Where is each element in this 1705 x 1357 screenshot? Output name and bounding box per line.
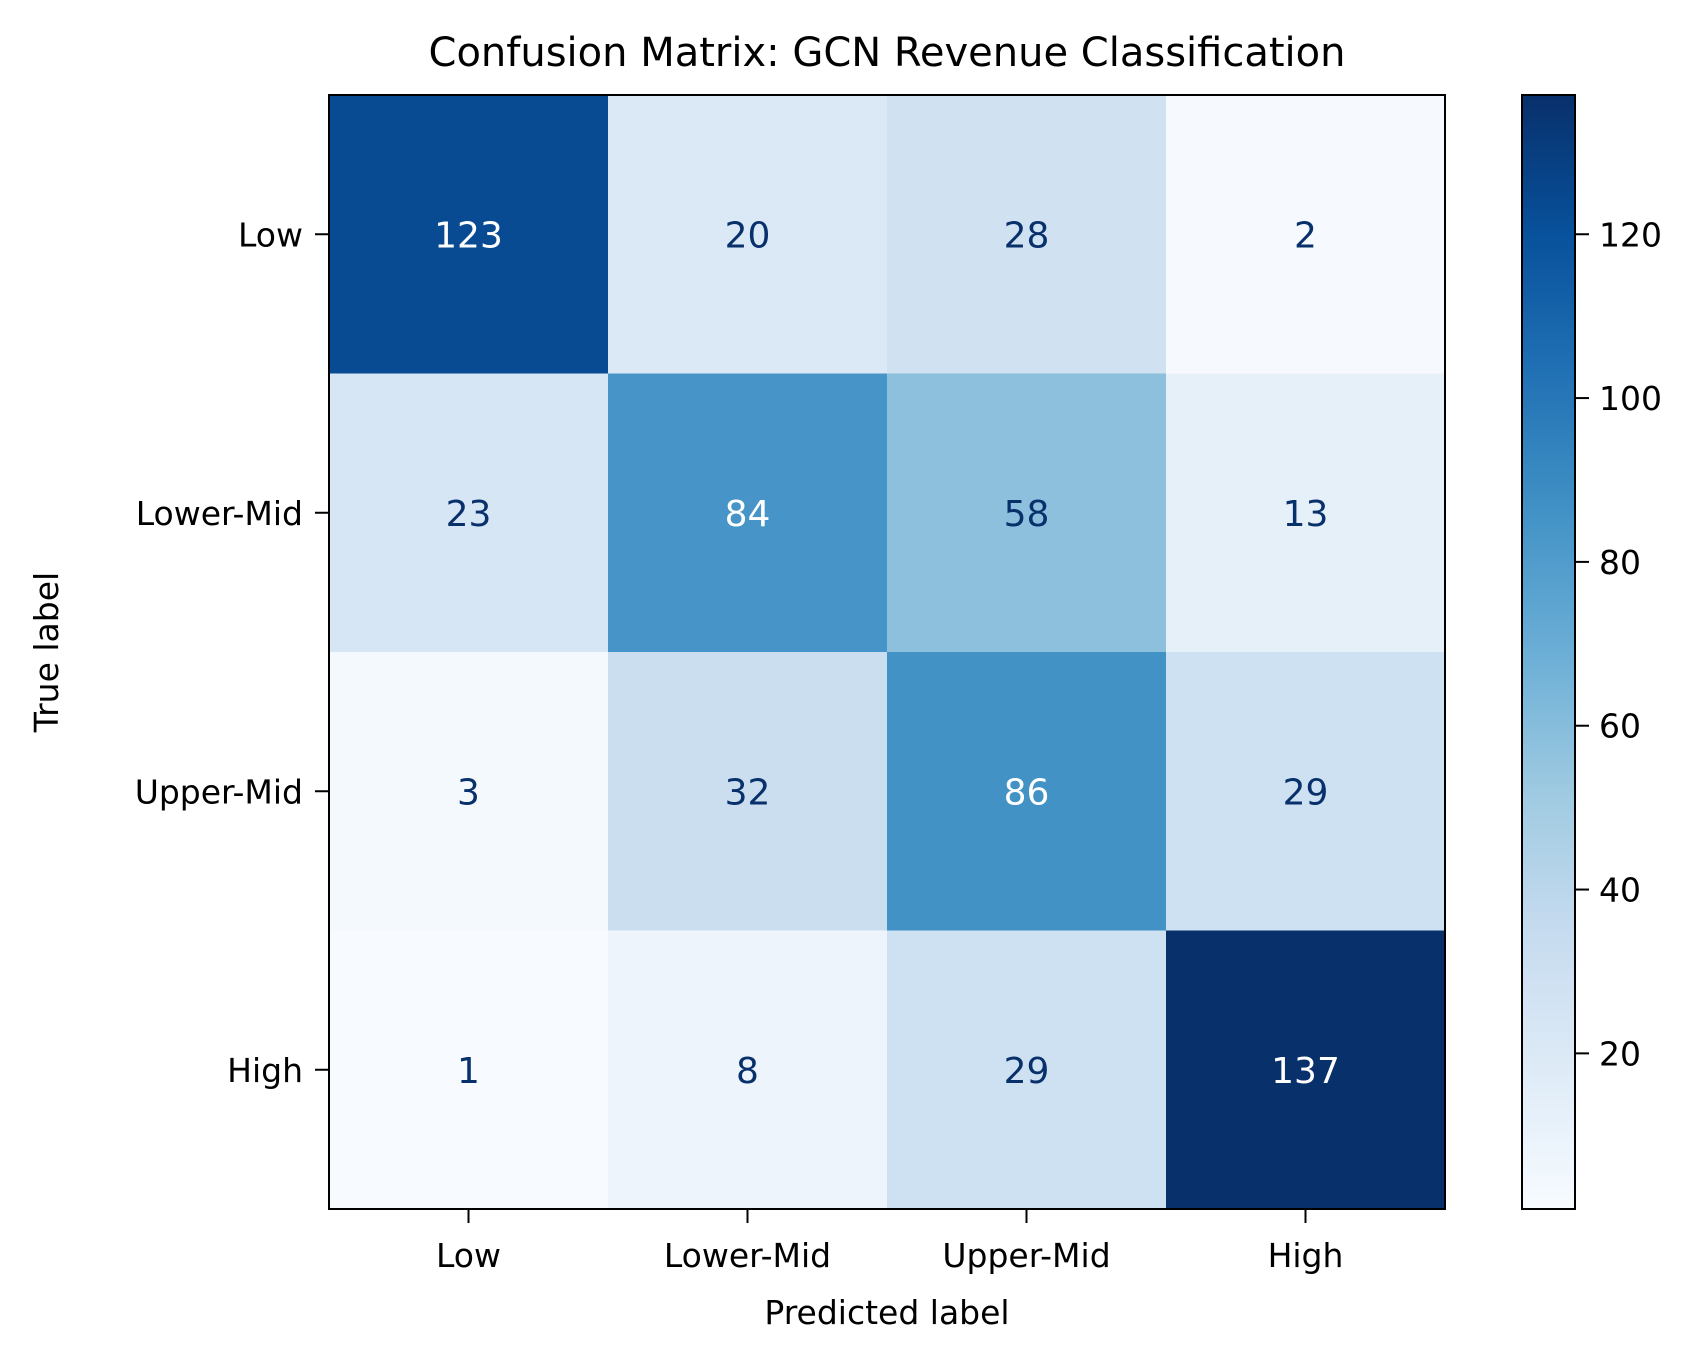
heatmap-cell	[329, 652, 609, 931]
heatmap-cell	[329, 373, 609, 653]
heatmap-cell	[887, 95, 1167, 374]
cell-value-label: 2	[1294, 215, 1317, 256]
colorbar-ticks: 20 40 60 80 100 120	[1575, 215, 1662, 1073]
y-axis-label: True label	[27, 572, 66, 733]
cell-value-label: 28	[1004, 215, 1050, 256]
cell-value-label: 29	[1004, 1051, 1050, 1092]
heatmap-cell	[608, 930, 888, 1210]
heatmap-cell	[1166, 930, 1446, 1210]
cell-value-label: 29	[1283, 772, 1329, 813]
colorbar-tick-label: 100	[1599, 379, 1662, 418]
heatmap-cell	[887, 930, 1167, 1210]
heatmap-cell	[1166, 373, 1446, 653]
colorbar-tick-label: 120	[1599, 215, 1662, 254]
heatmap-cells	[329, 95, 1446, 1210]
heatmap-cell	[887, 373, 1167, 653]
cell-value-label: 20	[725, 215, 771, 256]
x-tick-label: Lower-Mid	[664, 1236, 831, 1275]
x-axis-label: Predicted label	[764, 1293, 1009, 1332]
y-tick-label: High	[227, 1051, 303, 1090]
heatmap-cell	[1166, 95, 1446, 374]
x-tick-label: Low	[436, 1236, 501, 1275]
plot-frame	[328, 94, 1446, 1210]
y-tick-label: Low	[238, 215, 303, 254]
x-tick-label: High	[1268, 1236, 1344, 1275]
y-axis-ticks: Low Lower-Mid Upper-Mid High	[135, 215, 329, 1090]
chart-title: Confusion Matrix: GCN Revenue Classifica…	[429, 30, 1346, 76]
y-tick-label: Upper-Mid	[135, 772, 303, 811]
cell-value-label: 13	[1283, 494, 1329, 535]
colorbar-tick-label: 20	[1599, 1034, 1641, 1073]
heatmap-cell	[329, 95, 609, 374]
cell-value-label: 137	[1271, 1051, 1340, 1092]
colorbar-tick-label: 40	[1599, 871, 1641, 910]
heatmap-cell	[1166, 652, 1446, 931]
cell-value-label: 3	[457, 772, 480, 813]
cell-value-label: 1	[457, 1051, 480, 1092]
heatmap-cell	[608, 652, 888, 931]
heatmap-cell	[329, 930, 609, 1210]
y-tick-label: Lower-Mid	[136, 494, 303, 533]
cell-value-labels: 123 20 28 2 23 84 58 13 3 32 86 29 1 8 29 137	[434, 215, 1340, 1092]
cell-value-label: 123	[434, 215, 503, 256]
cell-value-label: 8	[736, 1051, 759, 1092]
x-axis-ticks: Low Lower-Mid Upper-Mid High	[436, 1209, 1343, 1275]
colorbar	[1521, 94, 1576, 1210]
x-tick-label: Upper-Mid	[942, 1236, 1110, 1275]
cell-value-label: 58	[1004, 494, 1050, 535]
cell-value-label: 32	[725, 772, 771, 813]
heatmap-cell	[608, 95, 888, 374]
heatmap-cell	[887, 652, 1167, 931]
cell-value-label: 23	[446, 494, 492, 535]
cell-value-label: 86	[1004, 772, 1050, 813]
colorbar-tick-label: 80	[1599, 543, 1641, 582]
cell-value-label: 84	[725, 494, 771, 535]
colorbar-tick-label: 60	[1599, 707, 1641, 746]
heatmap-cell	[608, 373, 888, 653]
